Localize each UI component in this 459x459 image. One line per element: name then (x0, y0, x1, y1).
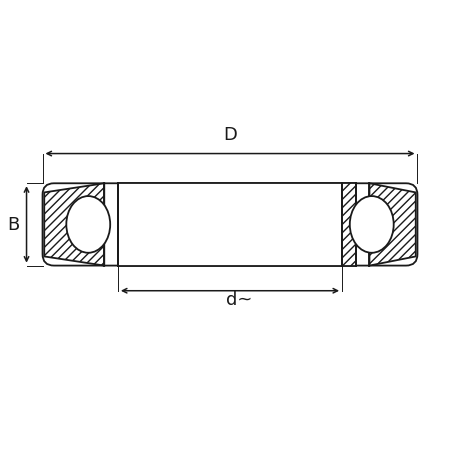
Text: d~: d~ (225, 291, 252, 308)
Ellipse shape (349, 196, 393, 253)
Polygon shape (44, 184, 104, 266)
Polygon shape (369, 184, 415, 266)
Ellipse shape (66, 196, 110, 253)
FancyBboxPatch shape (42, 184, 417, 266)
Bar (118, 184, 341, 266)
Polygon shape (341, 184, 355, 266)
Text: B: B (7, 216, 20, 234)
Text: D: D (223, 126, 236, 144)
